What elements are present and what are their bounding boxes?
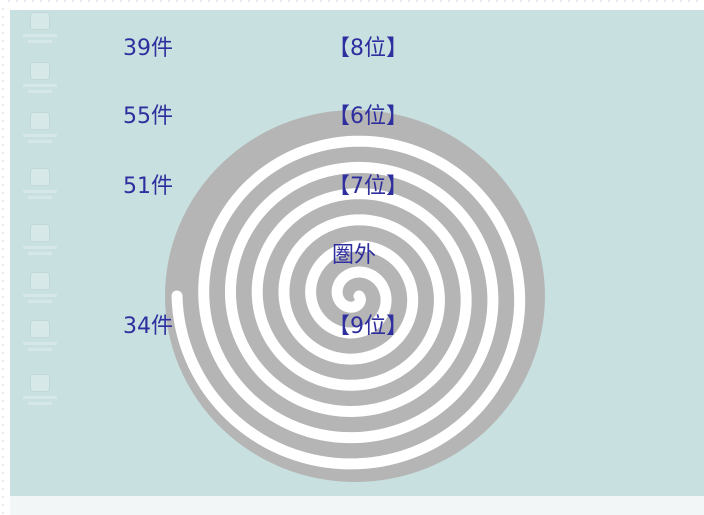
recycle-bin-icon[interactable] — [18, 112, 62, 162]
rank-label-1: 【8位】 — [328, 36, 408, 61]
shortcut-icon-3[interactable] — [18, 272, 62, 322]
spiral-graphic — [165, 110, 545, 482]
shortcut-icon-1[interactable] — [18, 168, 62, 218]
spiral-white-band — [171, 135, 526, 470]
desktop-icon-column — [10, 10, 70, 496]
count-label-3: 51件 — [123, 174, 173, 199]
rank-label-2: 【6位】 — [328, 104, 408, 129]
count-label-2: 55件 — [123, 104, 173, 129]
my-computer-icon[interactable] — [18, 12, 62, 62]
rank-label-5: 【9位】 — [328, 314, 408, 339]
rank-label-4: 圏外 — [332, 243, 377, 268]
network-icon[interactable] — [18, 62, 62, 112]
count-label-1: 39件 — [123, 36, 173, 61]
desktop-background: 39件 【8位】 55件 【6位】 51件 【7位】 圏外 34件 【9位】 — [10, 10, 704, 496]
shortcut-icon-2[interactable] — [18, 224, 62, 274]
count-label-5: 34件 — [123, 314, 173, 339]
shortcut-icon-4[interactable] — [18, 320, 62, 370]
desktop-bottom-strip — [10, 496, 704, 515]
rank-label-3: 【7位】 — [328, 174, 408, 199]
shortcut-icon-5[interactable] — [18, 374, 62, 424]
